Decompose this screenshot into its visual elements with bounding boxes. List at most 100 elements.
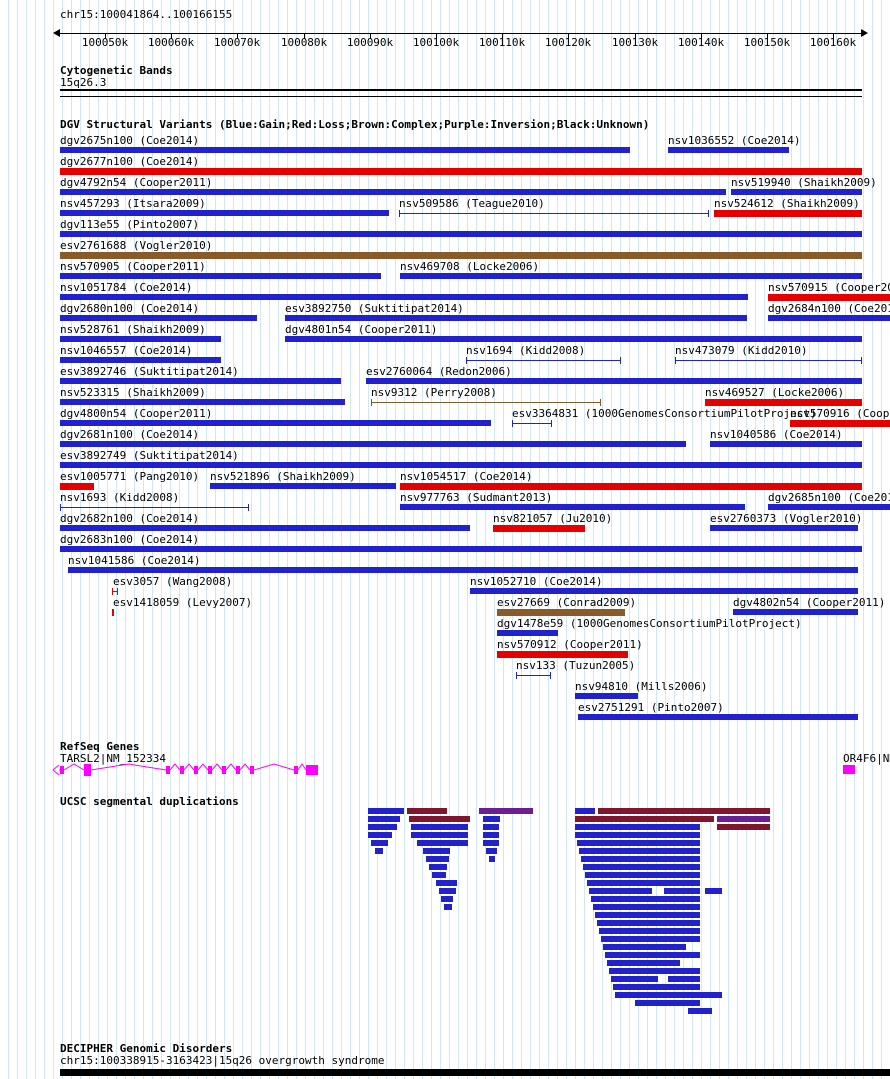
variant-bar[interactable] [285,336,862,342]
segdup-bar[interactable] [575,832,700,838]
segdup-bar[interactable] [587,880,700,886]
variant-bar[interactable] [60,189,726,195]
segdup-bar[interactable] [581,856,700,862]
variant-bar[interactable] [60,378,341,384]
segdup-bar[interactable] [635,1000,700,1006]
segdup-bar[interactable] [483,840,499,846]
variant-bar[interactable] [60,147,630,153]
variant-bar[interactable] [60,483,94,490]
variant-bar[interactable] [575,693,638,699]
segdup-bar[interactable] [479,808,533,814]
segdup-bar[interactable] [611,976,658,982]
variant-bar[interactable] [400,504,745,510]
segdup-bar[interactable] [575,816,714,822]
segdup-bar[interactable] [368,816,400,822]
segdup-bar[interactable] [486,848,497,854]
segdup-bar[interactable] [668,976,700,982]
variant-span[interactable] [466,357,621,364]
segdup-bar[interactable] [444,904,452,910]
segdup-bar[interactable] [664,888,700,894]
segdup-bar[interactable] [717,816,770,822]
variant-bar[interactable] [768,315,890,321]
segdup-bar[interactable] [717,824,770,830]
variant-bar[interactable] [285,315,747,321]
segdup-bar[interactable] [603,944,686,950]
variant-span[interactable] [112,588,118,595]
variant-span[interactable] [60,504,249,511]
segdup-bar[interactable] [483,832,499,838]
variant-bar[interactable] [60,315,257,321]
variant-bar[interactable] [366,378,862,384]
variant-bar[interactable] [60,252,862,259]
segdup-bar[interactable] [607,960,680,966]
decipher-bar[interactable] [60,1069,890,1076]
segdup-bar[interactable] [597,920,700,926]
variant-bar[interactable] [60,420,491,426]
segdup-bar[interactable] [483,816,500,822]
variant-bar[interactable] [60,168,862,175]
segdup-bar[interactable] [598,808,770,814]
variant-bar[interactable] [60,294,748,300]
segdup-bar[interactable] [577,840,700,846]
segdup-bar[interactable] [579,848,700,854]
segdup-bar[interactable] [585,872,700,878]
variant-bar[interactable] [60,336,221,342]
segdup-bar[interactable] [705,888,722,894]
segdup-bar[interactable] [601,936,700,942]
segdup-bar[interactable] [423,848,450,854]
variant-bar[interactable] [60,231,862,237]
variant-bar[interactable] [731,189,862,195]
variant-bar[interactable] [470,588,858,594]
variant-bar[interactable] [768,294,890,301]
segdup-bar[interactable] [589,888,652,894]
segdup-bar[interactable] [591,896,700,902]
variant-bar[interactable] [400,483,862,490]
segdup-bar[interactable] [593,904,700,910]
variant-bar[interactable] [790,420,890,427]
gene-glyph-tarsl2[interactable] [50,762,330,778]
variant-span[interactable] [675,357,862,364]
variant-bar[interactable] [60,399,345,405]
segdup-bar[interactable] [436,880,457,886]
variant-bar[interactable] [210,483,396,489]
variant-bar[interactable] [497,609,625,616]
variant-bar[interactable] [578,714,858,720]
variant-span[interactable] [512,420,552,427]
variant-bar[interactable] [68,567,858,573]
segdup-bar[interactable] [409,816,470,822]
variant-bar[interactable] [60,546,862,552]
segdup-bar[interactable] [605,952,700,958]
segdup-bar[interactable] [417,840,468,846]
variant-bar[interactable] [710,525,858,531]
segdup-bar[interactable] [583,864,700,870]
variant-bar[interactable] [497,651,628,658]
variant-bar[interactable] [112,609,114,616]
variant-bar[interactable] [710,441,862,447]
segdup-bar[interactable] [432,872,446,878]
variant-bar[interactable] [60,525,470,531]
segdup-bar[interactable] [439,888,456,894]
segdup-bar[interactable] [575,824,700,830]
variant-bar[interactable] [714,210,862,217]
segdup-bar[interactable] [688,1008,712,1014]
segdup-bar[interactable] [613,984,700,990]
segdup-bar[interactable] [429,864,447,870]
variant-span[interactable] [516,672,551,679]
segdup-bar[interactable] [371,840,388,846]
variant-bar[interactable] [60,210,389,216]
variant-bar[interactable] [733,609,858,615]
segdup-bar[interactable] [595,912,700,918]
variant-bar[interactable] [60,273,381,279]
segdup-bar[interactable] [489,856,495,862]
gene-glyph-or4f6[interactable] [843,765,855,774]
variant-bar[interactable] [60,441,686,447]
variant-bar[interactable] [60,462,862,468]
variant-bar[interactable] [60,357,221,363]
segdup-bar[interactable] [575,808,595,814]
variant-span[interactable] [399,210,709,217]
segdup-bar[interactable] [375,848,383,854]
variant-bar[interactable] [400,273,862,279]
variant-bar[interactable] [768,504,890,510]
segdup-bar[interactable] [609,968,700,974]
segdup-bar[interactable] [599,928,700,934]
